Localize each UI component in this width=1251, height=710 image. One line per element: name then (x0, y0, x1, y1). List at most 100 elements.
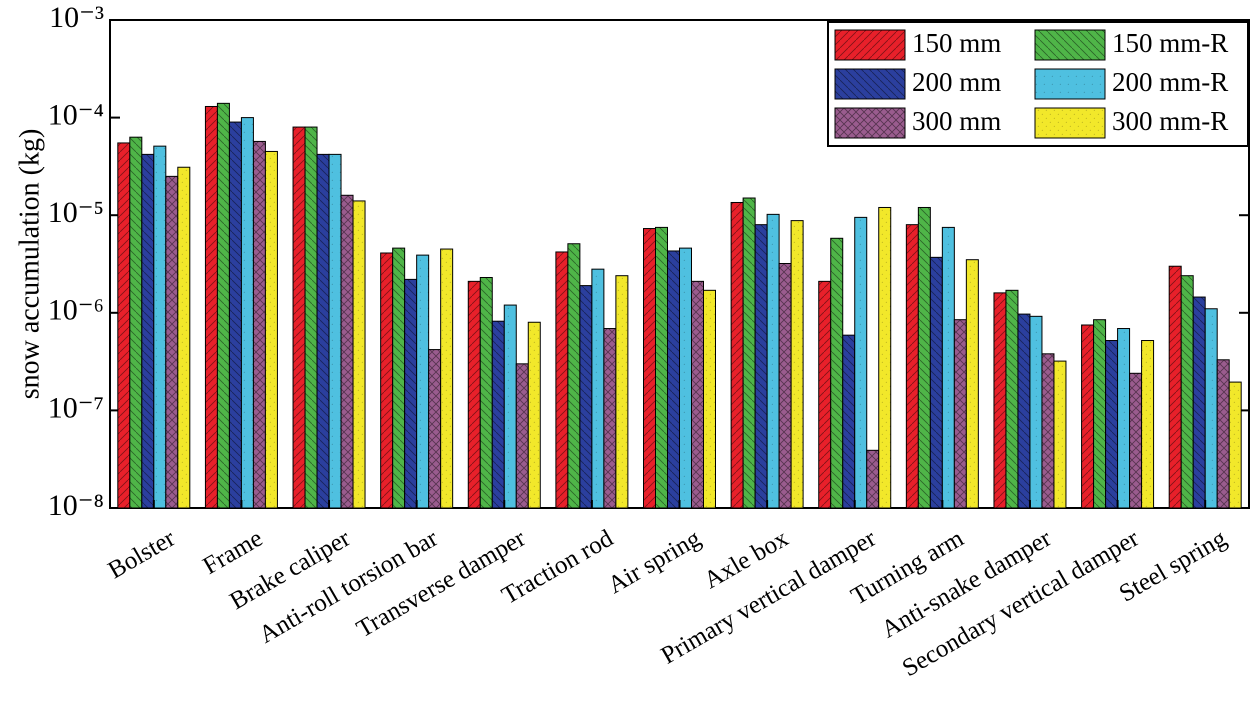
bar (1017, 313, 1031, 509)
bar (778, 262, 792, 509)
bar (479, 276, 493, 509)
legend-label: 300 mm-R (1112, 106, 1228, 136)
legend-swatch (1034, 107, 1106, 139)
legend-swatch (1034, 68, 1106, 100)
bar (679, 247, 692, 509)
x-tick-label: Air spring (603, 525, 705, 600)
bar (1204, 308, 1218, 509)
y-tick-label: 10⁻³ (49, 1, 104, 34)
bar (854, 216, 868, 509)
bar (177, 166, 191, 509)
bar (754, 224, 768, 509)
bar (941, 226, 955, 509)
bar (380, 252, 394, 509)
bar (1081, 324, 1095, 509)
bar (818, 280, 832, 509)
bar (929, 256, 943, 509)
bar (491, 320, 505, 509)
bar (866, 449, 880, 509)
legend-swatch (834, 107, 906, 139)
bar (292, 126, 306, 509)
bar (917, 206, 931, 509)
bar (416, 254, 430, 509)
bar (328, 153, 342, 509)
bar (766, 213, 780, 509)
bar (615, 275, 629, 509)
bar (905, 224, 919, 509)
bar (304, 126, 318, 509)
bar (129, 136, 143, 509)
bar (1141, 340, 1155, 509)
bar (204, 105, 218, 509)
bar (352, 200, 366, 509)
bar (165, 175, 179, 509)
y-tick-label: 10⁻⁴ (48, 98, 104, 131)
legend-swatch (1034, 29, 1106, 61)
bar (228, 121, 242, 509)
y-tick-label: 10⁻⁸ (48, 489, 104, 522)
bar (1093, 319, 1107, 509)
bar (440, 248, 454, 509)
x-tick-label: Bolster (104, 524, 181, 584)
bar (742, 197, 756, 509)
bar (141, 153, 155, 509)
bar (240, 117, 254, 509)
y-tick-label: 10⁻⁶ (48, 294, 104, 327)
bar (1053, 360, 1067, 509)
bar (579, 285, 593, 509)
bar (264, 150, 278, 509)
legend-label: 300 mm (912, 106, 1001, 136)
bar (340, 194, 354, 509)
legend-label: 200 mm (912, 67, 1001, 97)
legend-label: 200 mm-R (1112, 67, 1228, 97)
bar (216, 102, 230, 509)
bar (527, 321, 541, 509)
x-tick-label: Frame (198, 525, 267, 580)
bar (1005, 289, 1019, 509)
bar (953, 319, 967, 509)
bar (830, 237, 844, 509)
bar (1228, 381, 1242, 509)
bar (1192, 296, 1206, 509)
legend-swatch (834, 29, 906, 61)
bar (153, 145, 167, 509)
bar (252, 140, 266, 509)
bar (730, 201, 744, 509)
bar (1168, 265, 1182, 509)
bar (1041, 353, 1055, 509)
bar (1180, 275, 1194, 509)
legend-swatch (834, 68, 906, 100)
bar (591, 268, 605, 509)
legend-label: 150 mm-R (1112, 28, 1228, 58)
bar (655, 226, 668, 509)
bar (467, 280, 481, 509)
bar (1117, 328, 1131, 509)
bar (428, 349, 442, 509)
bar (703, 289, 716, 509)
bar (965, 259, 979, 509)
bar (1129, 372, 1143, 509)
bar (993, 292, 1007, 509)
bar (790, 220, 804, 509)
bar (1029, 315, 1043, 509)
y-axis-label: snow accumulation (kg) (14, 129, 45, 400)
bar (117, 142, 131, 509)
bar (1105, 340, 1119, 509)
bar (842, 334, 856, 509)
bar (316, 153, 330, 509)
bar (503, 304, 517, 509)
y-tick-label: 10⁻⁵ (48, 196, 104, 229)
bar (878, 206, 892, 509)
y-tick-label: 10⁻⁷ (48, 391, 104, 424)
bar (567, 243, 581, 509)
bar (404, 278, 418, 509)
bar (643, 228, 656, 509)
bar (392, 247, 406, 509)
bar (603, 328, 617, 509)
bar (515, 363, 529, 509)
bar (1216, 359, 1230, 509)
legend-label: 150 mm (912, 28, 1001, 58)
bar (555, 251, 569, 509)
